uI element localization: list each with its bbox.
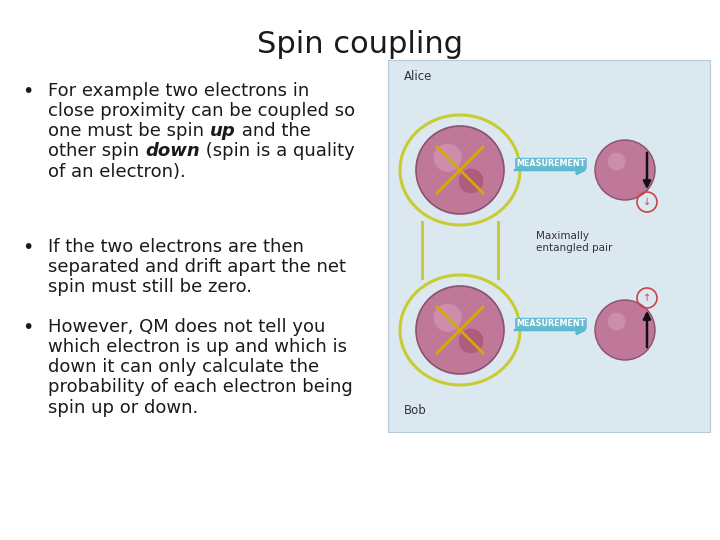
Text: MEASUREMENT: MEASUREMENT (516, 319, 585, 328)
Circle shape (459, 168, 483, 193)
Text: Alice: Alice (404, 70, 433, 83)
Text: spin up or down.: spin up or down. (48, 399, 198, 416)
Text: close proximity can be coupled so: close proximity can be coupled so (48, 102, 355, 120)
Text: spin must still be zero.: spin must still be zero. (48, 278, 252, 296)
Text: •: • (22, 318, 33, 337)
Text: Maximally
entangled pair: Maximally entangled pair (536, 231, 613, 253)
Text: MEASUREMENT: MEASUREMENT (516, 159, 585, 168)
Text: ↓: ↓ (643, 197, 651, 207)
Circle shape (433, 303, 462, 332)
Text: •: • (22, 82, 33, 101)
Text: Bob: Bob (404, 404, 427, 417)
Text: separated and drift apart the net: separated and drift apart the net (48, 258, 346, 276)
Text: probability of each electron being: probability of each electron being (48, 379, 353, 396)
Text: •: • (22, 238, 33, 257)
Circle shape (595, 140, 655, 200)
Text: which electron is up and which is: which electron is up and which is (48, 338, 347, 356)
Text: ↑: ↑ (643, 293, 651, 303)
Circle shape (416, 126, 504, 214)
Text: Spin coupling: Spin coupling (257, 30, 463, 59)
Text: one must be spin: one must be spin (48, 122, 210, 140)
Text: If the two electrons are then: If the two electrons are then (48, 238, 304, 256)
Text: For example two electrons in: For example two electrons in (48, 82, 310, 100)
Text: (spin is a quality: (spin is a quality (199, 143, 354, 160)
Circle shape (608, 153, 626, 171)
Text: However, QM does not tell you: However, QM does not tell you (48, 318, 325, 336)
Text: other spin: other spin (48, 143, 145, 160)
Circle shape (416, 286, 504, 374)
Circle shape (459, 329, 483, 353)
Circle shape (433, 144, 462, 172)
Text: down: down (145, 143, 199, 160)
Text: and the: and the (235, 122, 310, 140)
FancyBboxPatch shape (388, 60, 710, 432)
Circle shape (608, 313, 626, 330)
Circle shape (595, 300, 655, 360)
Text: up: up (210, 122, 235, 140)
Text: of an electron).: of an electron). (48, 163, 186, 180)
Text: down it can only calculate the: down it can only calculate the (48, 359, 319, 376)
